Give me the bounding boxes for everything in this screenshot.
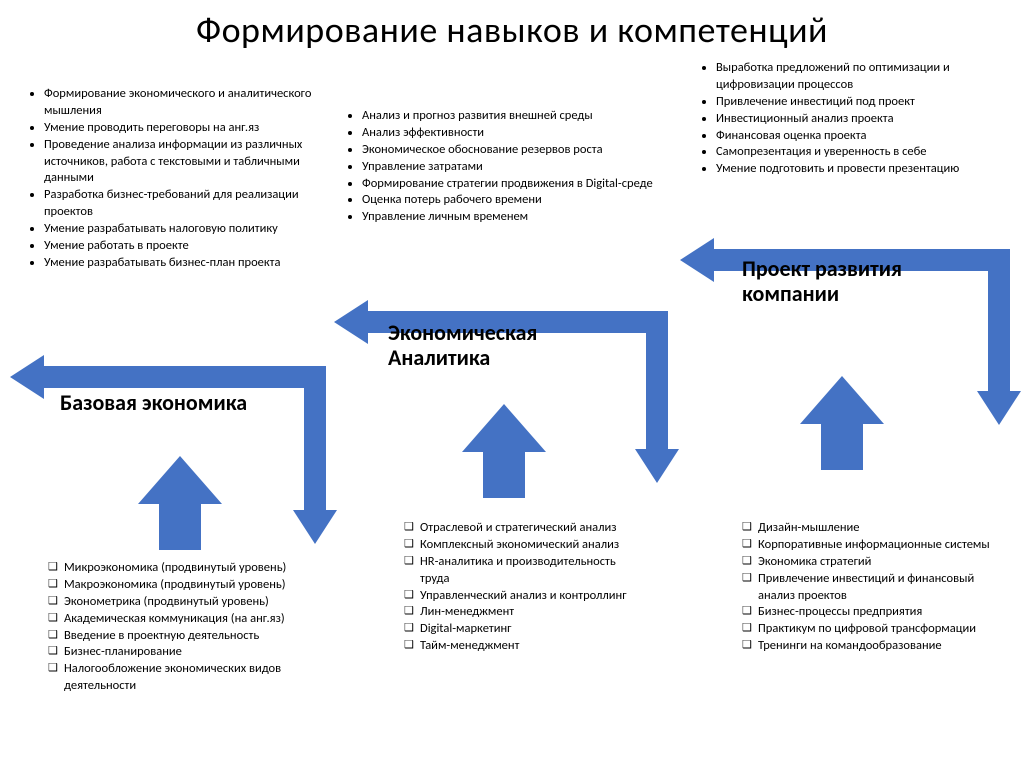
arrow-down-icon: [635, 449, 679, 483]
list-item: Выработка предложений по оптимизации и ц…: [716, 60, 1010, 94]
list-item: Экономика стратегий: [758, 554, 990, 571]
bracket-vertical: [646, 311, 668, 449]
list-item: Бизнес-процессы предприятия: [758, 604, 990, 621]
list-item: Эконометрика (продвинутый уровень): [64, 594, 326, 611]
list-item: Управление затратами: [362, 159, 656, 176]
list-item: Умение работать в проекте: [44, 238, 328, 255]
arrow-up-icon: [800, 376, 884, 424]
list-item: Анализ эффективности: [362, 125, 656, 142]
list-item: Инвестиционный анализ проекта: [716, 111, 1010, 128]
list-item: Микроэкономика (продвинутый уровень): [64, 560, 326, 577]
col3-courses: Дизайн-мышление Корпоративные информацио…: [740, 520, 990, 655]
arrow-left-icon: [10, 355, 44, 399]
list-item: Привлечение инвестиций и финансовый анал…: [758, 571, 990, 605]
page-title: Формирование навыков и компетенций: [0, 0, 1024, 52]
list-item: Анализ и прогноз развития внешней среды: [362, 108, 656, 125]
list-item: Формирование стратегии продвижения в Dig…: [362, 176, 656, 193]
list-item: Налогообложение экономических видов деят…: [64, 661, 326, 695]
arrow-stem: [821, 424, 863, 470]
uparrow-col2: [462, 404, 546, 498]
list-item: Лин-менеджмент: [420, 604, 642, 621]
list-item: Практикум по цифровой трансформации: [758, 621, 990, 638]
list-item: Введение в проектную деятельность: [64, 628, 326, 645]
arrow-down-icon: [293, 510, 337, 544]
list-item: Управленческий анализ и контроллинг: [420, 588, 642, 605]
list-item: Корпоративные информационные системы: [758, 537, 990, 554]
list-item: Экономическое обоснование резервов роста: [362, 142, 656, 159]
col1-courses: Микроэкономика (продвинутый уровень) Мак…: [46, 560, 326, 695]
list-item: Проведение анализа информации из различн…: [44, 137, 328, 188]
arrow-stem: [483, 452, 525, 498]
arrow-down-icon: [977, 391, 1021, 425]
list-item: HR-аналитика и производительность труда: [420, 554, 642, 588]
uparrow-col3: [800, 376, 884, 470]
list-item: Digital-маркетинг: [420, 621, 642, 638]
col2-heading: Экономическая Аналитика: [388, 320, 638, 371]
list-item: Умение проводить переговоры на анг.яз: [44, 120, 328, 137]
list-item: Оценка потерь рабочего времени: [362, 192, 656, 209]
list-item: Макроэкономика (продвинутый уровень): [64, 577, 326, 594]
list-item: Тренинги на командообразование: [758, 638, 990, 655]
list-item: Бизнес-планирование: [64, 644, 326, 661]
arrow-left-icon: [680, 238, 714, 282]
col3-skills: Выработка предложений по оптимизации и ц…: [700, 60, 1010, 178]
list-item: Умение разрабатывать бизнес-план проекта: [44, 255, 328, 272]
list-item: Дизайн-мышление: [758, 520, 990, 537]
list-item: Умение разрабатывать налоговую политику: [44, 221, 328, 238]
arrow-up-icon: [462, 404, 546, 452]
col3-heading: Проект развития компании: [742, 256, 972, 307]
list-item: Отраслевой и стратегический анализ: [420, 520, 642, 537]
arrow-up-icon: [138, 456, 222, 504]
bracket-horizontal: [44, 366, 326, 388]
list-item: Привлечение инвестиций под проект: [716, 94, 1010, 111]
list-item: Тайм-менеджмент: [420, 638, 642, 655]
uparrow-col1: [138, 456, 222, 550]
list-item: Разработка бизнес-требований для реализа…: [44, 187, 328, 221]
list-item: Формирование экономического и аналитичес…: [44, 86, 328, 120]
list-item: Комплексный экономический анализ: [420, 537, 642, 554]
col2-skills: Анализ и прогноз развития внешней среды …: [346, 108, 656, 226]
bracket-vertical: [988, 249, 1010, 391]
list-item: Финансовая оценка проекта: [716, 128, 1010, 145]
list-item: Академическая коммуникация (на анг.яз): [64, 611, 326, 628]
list-item: Управление личным временем: [362, 209, 656, 226]
col1-skills: Формирование экономического и аналитичес…: [28, 86, 328, 272]
list-item: Умение подготовить и провести презентаци…: [716, 161, 1010, 178]
arrow-stem: [159, 504, 201, 550]
col1-heading: Базовая экономика: [60, 390, 280, 415]
bracket-vertical: [304, 366, 326, 510]
arrow-left-icon: [334, 300, 368, 344]
list-item: Самопрезентация и уверенность в себе: [716, 144, 1010, 161]
col2-courses: Отраслевой и стратегический анализ Компл…: [402, 520, 642, 655]
